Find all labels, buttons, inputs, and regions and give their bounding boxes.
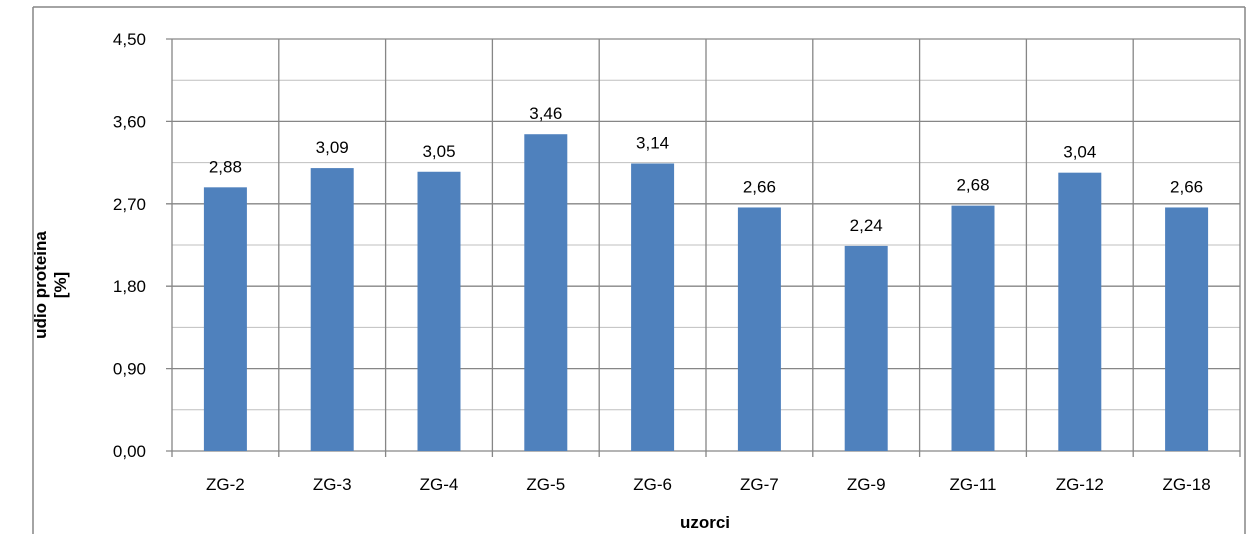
bar-zg-4	[417, 171, 461, 451]
bar-zg-12	[1058, 172, 1102, 451]
y-axis-title-line-1: udio proteina	[31, 231, 50, 339]
y-axis-ticks: 0,00 0,90 1,80 2,70 3,60 4,50	[113, 30, 146, 461]
y-tick-label: 2,70	[113, 195, 146, 214]
bar-zg-11	[951, 205, 995, 451]
x-tick-label: ZG-18	[1163, 475, 1211, 494]
data-label-zg-2: 2,88	[209, 157, 242, 176]
x-tick-label: ZG-7	[740, 475, 779, 494]
y-axis-title: udio proteina [%]	[31, 231, 70, 339]
x-tick-label: ZG-3	[313, 475, 352, 494]
y-tick-label: 0,90	[113, 360, 146, 379]
bar-zg-2	[203, 187, 247, 451]
x-tick-label: ZG-9	[847, 475, 886, 494]
x-tick-label: ZG-2	[206, 475, 245, 494]
data-label-zg-3: 3,09	[316, 138, 349, 157]
chart-frame	[32, 6, 1246, 534]
y-tick-label: 3,60	[113, 112, 146, 131]
data-label-zg-18: 2,66	[1170, 177, 1203, 196]
data-label-zg-6: 3,14	[636, 134, 669, 153]
x-axis-title: uzorci	[680, 513, 730, 532]
bar-zg-7	[737, 207, 781, 451]
data-labels: 2,88 3,09 3,05 3,46 3,14 2,66 2,24 2,68 3,04 2,66	[209, 104, 1203, 235]
x-tick-label: ZG-12	[1056, 475, 1104, 494]
bar-zg-5	[524, 134, 568, 451]
bar-zg-3	[310, 168, 354, 452]
data-label-zg-5: 3,46	[529, 104, 562, 123]
x-tick-label: ZG-4	[420, 475, 459, 494]
x-tick-label: ZG-5	[526, 475, 565, 494]
data-label-zg-9: 2,24	[850, 216, 883, 235]
x-tick-label: ZG-6	[633, 475, 672, 494]
x-tick-label: ZG-11	[950, 475, 997, 494]
data-label-zg-12: 3,04	[1063, 143, 1096, 162]
data-label-zg-7: 2,66	[743, 177, 776, 196]
y-tick-label: 0,00	[113, 442, 146, 461]
data-label-zg-11: 2,68	[956, 176, 989, 195]
data-label-zg-4: 3,05	[422, 142, 455, 161]
bar-zg-18	[1165, 207, 1209, 451]
x-axis-ticks: ZG-2 ZG-3 ZG-4 ZG-5 ZG-6 ZG-7 ZG-9 ZG-11 ZG-12 ZG…	[206, 475, 1211, 494]
bars	[203, 134, 1209, 452]
y-tick-label: 4,50	[113, 30, 146, 49]
bar-zg-9	[844, 245, 888, 451]
y-axis-title-line-2: [%]	[51, 272, 70, 298]
bar-zg-6	[631, 163, 675, 451]
y-tick-label: 1,80	[113, 277, 146, 296]
